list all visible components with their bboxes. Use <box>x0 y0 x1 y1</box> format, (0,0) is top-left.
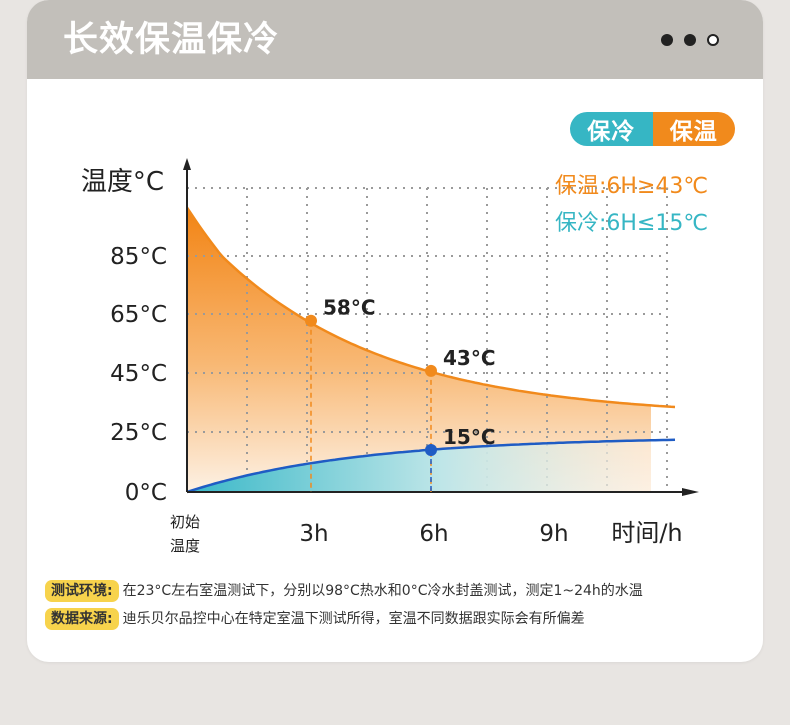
annotation-marker <box>425 444 437 457</box>
x-origin-label: 初始 <box>170 513 200 531</box>
pager-dot-2[interactable] <box>684 34 696 46</box>
note-env: 测试环境: 在23°C左右室温测试下，分别以98°C热水和0°C冷水封盖测试，测… <box>45 580 643 602</box>
toggle-cold-button[interactable]: 保冷 <box>570 112 653 146</box>
note-env-tag: 测试环境: <box>45 580 119 602</box>
x-tick-label: 3h <box>299 521 328 547</box>
y-axis-title: 温度°C <box>81 167 164 197</box>
note-source-tag: 数据来源: <box>45 608 119 630</box>
annotation-label: 58°C <box>323 296 376 320</box>
y-tick-label: 65°C <box>110 302 167 328</box>
card: 长效保温保冷 保冷 保温 保温:6H≥43℃ 保冷:6H≤15℃ 0°C 25°C… <box>27 0 763 662</box>
pager-dot-1[interactable] <box>661 34 673 46</box>
x-tick-label: 6h <box>419 521 448 547</box>
y-tick-label: 45°C <box>110 361 167 387</box>
note-source-text: 迪乐贝尔品控中心在特定室温下测试所得，室温不同数据跟实际会有所偏差 <box>122 611 585 627</box>
legend-hot: 保温:6H≥43℃ <box>555 174 709 199</box>
annotation-marker <box>305 314 317 327</box>
note-source: 数据来源: 迪乐贝尔品控中心在特定室温下测试所得，室温不同数据跟实际会有所偏差 <box>45 608 585 630</box>
x-axis-arrow <box>682 488 699 496</box>
x-axis-title: 时间/h <box>611 519 682 547</box>
annotation-marker <box>425 364 437 377</box>
page-title: 长效保温保冷 <box>63 20 280 60</box>
pager-dot-3[interactable] <box>707 34 719 46</box>
note-env-text: 在23°C左右室温测试下，分别以98°C热水和0°C冷水封盖测试，测定1~24h… <box>122 583 643 599</box>
toggle-hot-button[interactable]: 保温 <box>652 112 735 146</box>
annotation-label: 43°C <box>443 346 496 370</box>
y-tick-label: 85°C <box>110 244 167 270</box>
cold-area <box>187 440 651 492</box>
annotation-label: 15°C <box>443 425 496 449</box>
y-tick-label: 0°C <box>125 480 167 506</box>
header-bar: 长效保温保冷 <box>27 0 763 79</box>
hot-area <box>187 207 651 492</box>
x-origin-label: 温度 <box>170 537 200 555</box>
y-tick-label: 25°C <box>110 420 167 446</box>
legend-cold: 保冷:6H≤15℃ <box>555 211 709 236</box>
y-axis-arrow <box>183 158 191 170</box>
mode-toggle[interactable]: 保冷 保温 <box>570 112 735 146</box>
x-tick-label: 9h <box>539 521 568 547</box>
